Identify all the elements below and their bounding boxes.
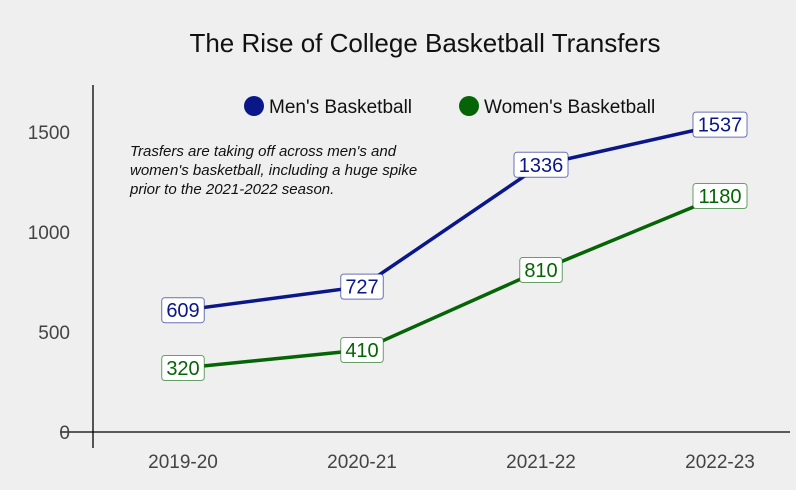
data-label-text: 609 xyxy=(166,300,199,322)
legend: Men's Basketball Women's Basketball xyxy=(244,96,655,118)
series-line-women xyxy=(182,194,721,370)
legend-marker-women xyxy=(459,96,479,116)
chart-title: The Rise of College Basketball Transfers xyxy=(189,28,660,58)
data-label: 609 xyxy=(161,297,205,324)
data-label: 1537 xyxy=(692,111,748,138)
data-label: 1336 xyxy=(513,151,569,178)
data-label-box xyxy=(692,183,748,209)
x-tick-label: 2019-20 xyxy=(148,452,218,473)
legend-marker-men xyxy=(244,96,264,116)
y-tick-label: 500 xyxy=(38,323,70,344)
data-label-text: 1180 xyxy=(698,186,741,208)
x-tick-label: 2022-23 xyxy=(685,452,755,473)
y-tick-label: 1000 xyxy=(28,223,70,244)
data-label: 727 xyxy=(340,273,384,300)
y-tick-label: 0 xyxy=(59,423,70,444)
data-label-box xyxy=(692,111,748,138)
data-label-box xyxy=(161,355,205,381)
series-line-men xyxy=(182,122,721,312)
y-tick-label: 1500 xyxy=(28,123,70,144)
data-label-text: 1537 xyxy=(698,115,743,137)
data-label: 320 xyxy=(161,355,205,381)
data-label-text: 1336 xyxy=(519,155,564,177)
annotation-line-3: prior to the 2021-2022 season. xyxy=(129,181,334,198)
data-label: 410 xyxy=(340,337,384,363)
legend-label-men: Men's Basketball xyxy=(269,97,412,118)
data-label-text: 727 xyxy=(345,277,378,299)
data-label-text: 810 xyxy=(524,260,557,282)
annotation: Trasfers are taking off across men's and… xyxy=(129,143,417,198)
data-label-text: 410 xyxy=(345,340,378,362)
data-label-box xyxy=(519,257,563,283)
legend-label-women: Women's Basketball xyxy=(484,97,655,118)
data-label-box xyxy=(513,151,569,178)
x-tick-label: 2020-21 xyxy=(327,452,397,473)
data-label-text: 320 xyxy=(166,358,199,380)
x-tick-label: 2021-22 xyxy=(506,452,576,473)
data-label-box xyxy=(340,273,384,300)
annotation-line-1: Trasfers are taking off across men's and xyxy=(130,143,397,160)
data-label-box xyxy=(161,297,205,324)
annotation-line-2: women's basketball, including a huge spi… xyxy=(130,162,417,179)
data-label: 1180 xyxy=(692,183,748,209)
data-label: 810 xyxy=(519,257,563,283)
data-label-box xyxy=(340,337,384,363)
